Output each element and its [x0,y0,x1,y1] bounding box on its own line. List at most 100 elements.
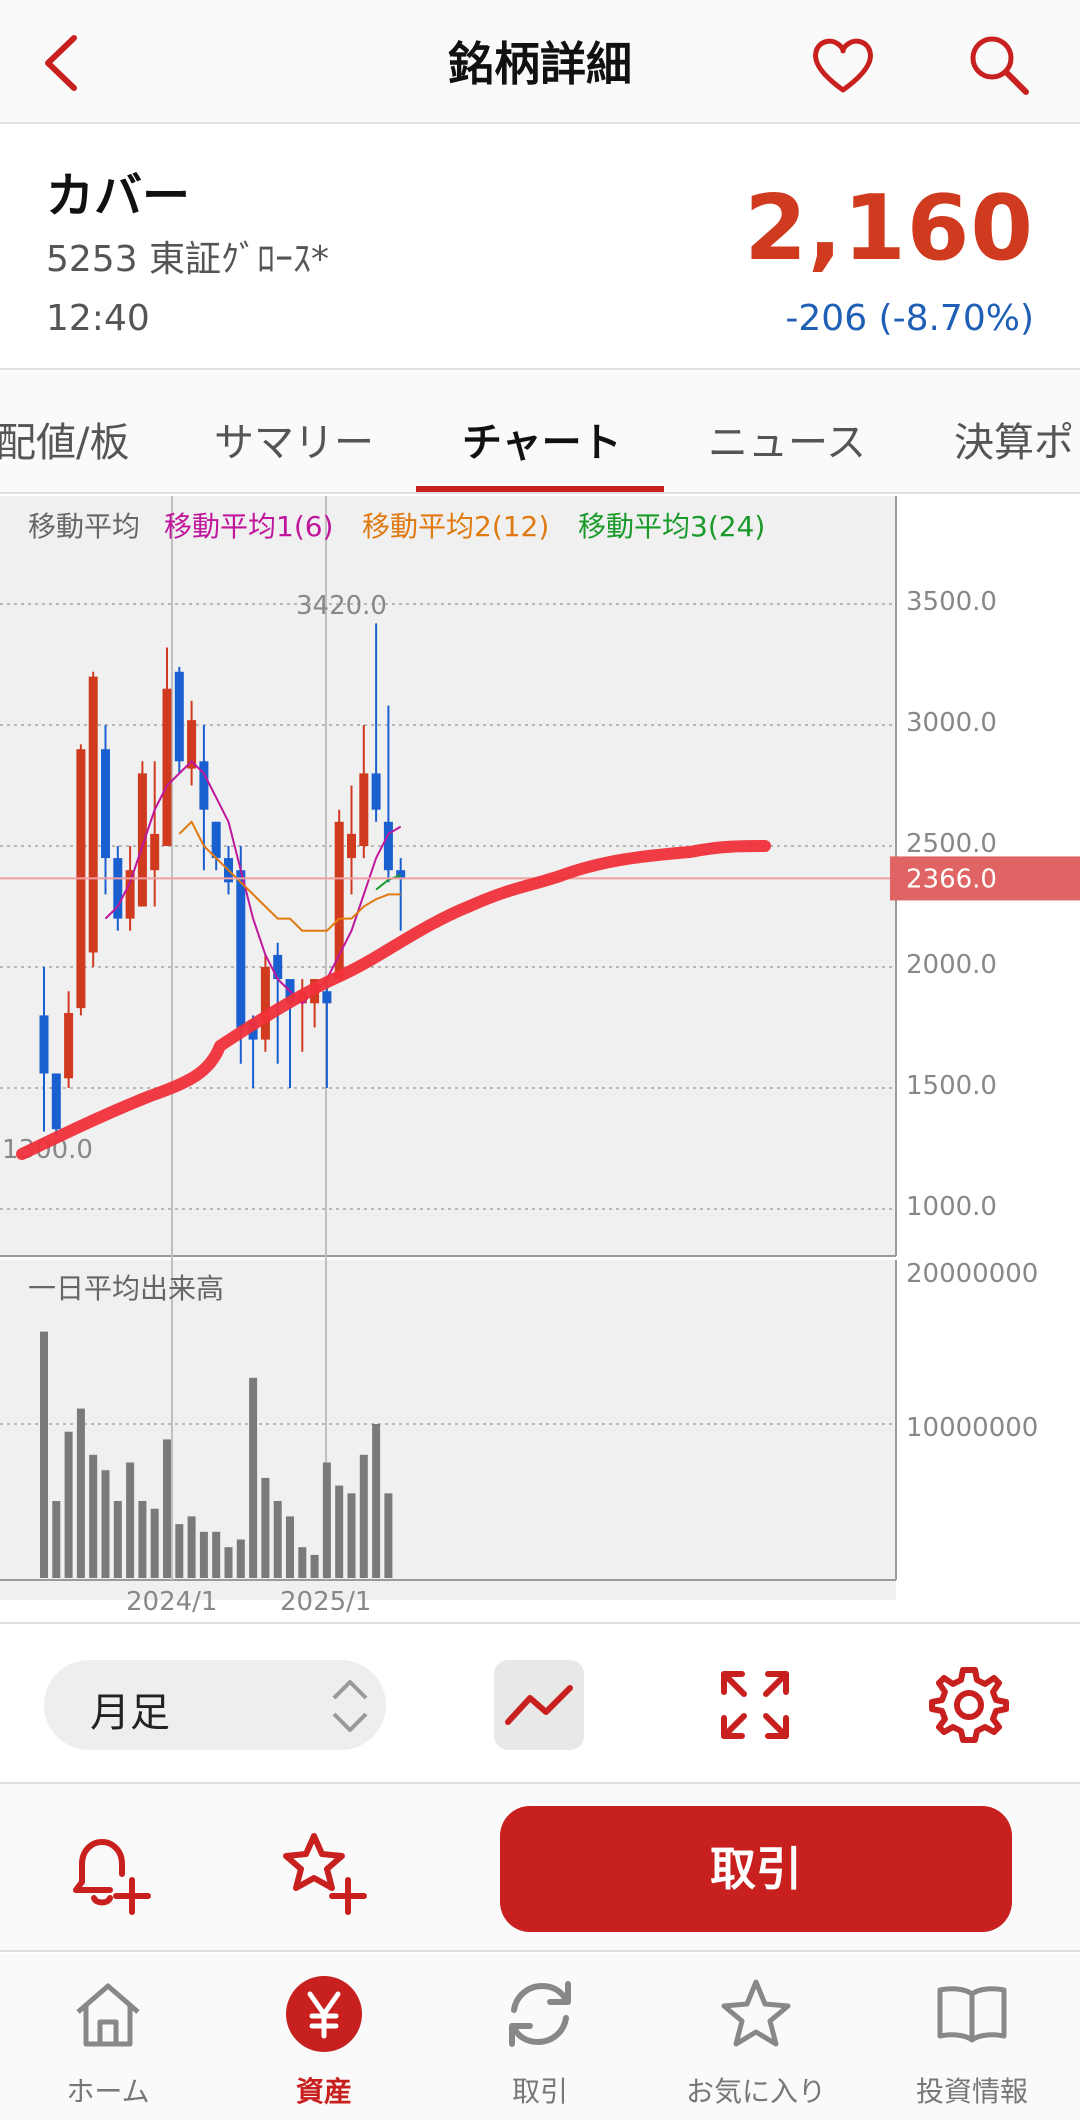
chart-canvas[interactable]: 移動平均 移動平均1(6) 移動平均2(12) 移動平均3(24) 2366.0… [0,496,1080,1622]
candle-body [174,671,184,762]
volume-bar [335,1485,344,1578]
tab-order-book[interactable]: 配値/板 [0,420,130,466]
tab-chart[interactable]: チャート [462,420,622,466]
trade-button[interactable]: 取引 [500,1806,1012,1932]
candle-body [64,1012,74,1079]
candle-body [199,761,209,810]
ma1-line [104,759,402,1005]
price-tick: 3500.0 [906,587,997,617]
candle-body [347,833,356,859]
volume-bar [273,1501,282,1578]
indicator-toggle-button[interactable] [494,1660,584,1750]
volume-bar [347,1493,356,1578]
legend-ma2: 移動平均2(12) [362,510,549,543]
back-arrow-icon[interactable] [30,28,100,98]
volume-bar [372,1424,381,1578]
ma2-line [178,820,401,932]
app-header: 銘柄詳細 [0,0,1080,124]
fullscreen-button[interactable] [710,1660,800,1750]
volume-bar [310,1554,319,1578]
volume-bar [89,1454,98,1578]
volume-tick: 10000000 [906,1413,1038,1443]
candle-body [383,821,393,871]
candle-body [39,1015,49,1074]
volume-bar [224,1547,233,1578]
candle-body [162,688,172,846]
candle-body [137,773,147,907]
x-axis-label: 2025/1 [280,1587,371,1617]
stock-chart[interactable]: 移動平均 移動平均1(6) 移動平均2(12) 移動平均3(24) 2366.0… [0,496,1080,1622]
volume-bar [163,1439,171,1578]
candle-body [359,773,369,846]
current-price-tag [890,856,1080,901]
nav-item-favorites[interactable]: お気に入り [648,1964,864,2120]
stock-summary: カバー 5253 東証ｸﾞﾛｰｽ* 12:40 2,160 -206 (-8.7… [0,126,1080,370]
volume-bar [138,1501,147,1578]
volume-bar [298,1547,307,1578]
bottom-navigation: ホーム 資産 取引 お気に入り [0,1954,1080,2120]
search-icon[interactable] [964,30,1034,100]
bell-add-icon[interactable] [62,1828,152,1918]
period-select-value: 月足 [90,1690,170,1736]
volume-bar [113,1501,122,1578]
price-tick: 2000.0 [906,950,997,980]
updown-chevron-icon [332,1680,368,1732]
action-bar: 取引 [0,1782,1080,1952]
volume-bar [384,1493,393,1578]
star-add-icon[interactable] [280,1828,370,1918]
nav-label-favorites: お気に入り [685,2075,826,2108]
moving-averages [104,759,402,1005]
tab-summary[interactable]: サマリー [214,420,374,466]
candle-body [236,870,246,1028]
quote-time: 12:40 [46,298,150,339]
price-change: -206 (-8.70%) [785,298,1034,339]
heart-icon[interactable] [808,30,878,100]
volume-panel [0,1260,896,1600]
stock-name: カバー [46,168,191,224]
volume-bar [150,1508,159,1578]
nav-item-trade[interactable]: 取引 [432,1964,648,2120]
price-panel [0,496,896,1256]
candle-body [113,858,123,919]
nav-label-home: ホーム [66,2075,150,2108]
detail-tabs: 配値/板 サマリー チャート ニュース 決算ポ [0,372,1080,494]
expand-icon [721,1671,789,1739]
volume-bar [322,1462,331,1578]
nav-item-investment-info[interactable]: 投資情報 [864,1964,1080,2120]
page-title: 銘柄詳細 [448,37,632,91]
yen-icon [286,1976,362,2052]
volume-bar [40,1331,48,1578]
candle-body [211,821,221,859]
current-price: 2,160 [744,176,1034,281]
volume-bar [286,1516,294,1578]
price-tick: 3000.0 [906,708,997,738]
volume-bar [64,1431,73,1578]
nav-item-assets[interactable]: 資産 [216,1964,432,2120]
nav-label-investment-info: 投資情報 [915,2075,1028,2108]
candle-body [334,821,344,980]
candle-body [150,833,160,871]
candle-body [273,954,283,980]
price-tick: 1000.0 [906,1192,997,1222]
candle-body [396,870,406,879]
candle-body [260,967,270,1040]
period-select[interactable]: 月足 [44,1660,386,1750]
tab-news[interactable]: ニュース [708,420,866,466]
volume-bars [40,1331,393,1578]
ma3-line [375,874,402,891]
grid-lines [0,603,896,1425]
candle-body [187,720,197,769]
volume-label: 一日平均出来高 [28,1272,224,1305]
tab-earnings[interactable]: 決算ポ [954,420,1074,466]
high-price-label: 3420.0 [296,591,387,621]
volume-bar [126,1462,135,1578]
volume-bar [199,1531,208,1578]
candle-body [371,773,381,810]
active-tab-indicator [416,486,664,492]
chart-settings-button[interactable] [924,1660,1014,1750]
volume-bar [76,1408,85,1578]
volume-bar [101,1470,110,1578]
book-icon [937,1986,1007,2043]
home-icon [76,1983,140,2047]
nav-item-home[interactable]: ホーム [0,1964,216,2120]
